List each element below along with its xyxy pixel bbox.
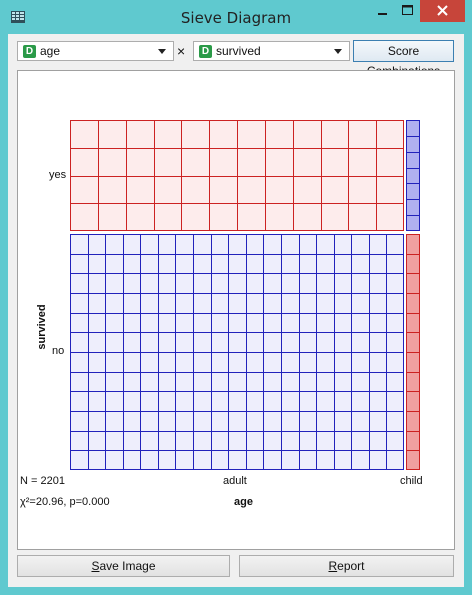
column-label-adult: adult [223, 475, 247, 487]
title-bar[interactable]: Sieve Diagram [0, 0, 472, 34]
window-title: Sieve Diagram [180, 9, 292, 27]
minimize-icon [378, 13, 387, 15]
attribute-y-combo[interactable]: D survived [193, 41, 350, 61]
sieve-cell-no-adult [70, 234, 404, 470]
row-label-no: no [52, 345, 65, 357]
y-axis-title: survived [36, 304, 48, 350]
maximize-button[interactable] [394, 0, 421, 22]
save-image-button[interactable]: Save Image [17, 555, 230, 577]
report-button[interactable]: Report [239, 555, 454, 577]
discrete-type-icon: D [199, 45, 212, 58]
save-image-mnemonic: S [91, 559, 100, 573]
sieve-cell-yes-child [406, 120, 420, 231]
chi-square-text: χ²=20.96, p=0.000 [20, 496, 110, 508]
row-label-yes: yes [49, 169, 67, 181]
score-combinations-button[interactable]: Score Combinations [353, 40, 454, 78]
sample-size-text: N = 2201 [20, 475, 65, 487]
chevron-down-icon [158, 49, 166, 54]
sieve-plot [70, 120, 420, 470]
report-mnemonic: R [328, 559, 338, 573]
attribute-x-combo[interactable]: D age [17, 41, 174, 61]
save-image-label: ave Image [99, 559, 156, 573]
client-area: D age × D survived Score Combinations ye… [8, 34, 464, 587]
sieve-plot-canvas: yes no survived N = 2201 adult child χ²=… [17, 70, 455, 550]
attribute-y-value: survived [216, 44, 261, 58]
sieve-cell-yes-adult [70, 120, 404, 231]
minimize-button[interactable] [369, 0, 396, 22]
x-axis-title: age [234, 496, 253, 508]
app-icon [11, 11, 25, 23]
sieve-cell-rect [406, 120, 420, 231]
chevron-down-icon [334, 49, 342, 54]
close-button[interactable] [420, 0, 465, 22]
report-label: eport [337, 559, 365, 573]
maximize-icon [402, 5, 413, 15]
sieve-cell-no-child [406, 234, 420, 470]
attribute-x-value: age [40, 44, 61, 58]
times-separator: × [177, 43, 186, 59]
close-icon [437, 5, 448, 16]
discrete-type-icon: D [23, 45, 36, 58]
column-label-child: child [400, 475, 423, 487]
